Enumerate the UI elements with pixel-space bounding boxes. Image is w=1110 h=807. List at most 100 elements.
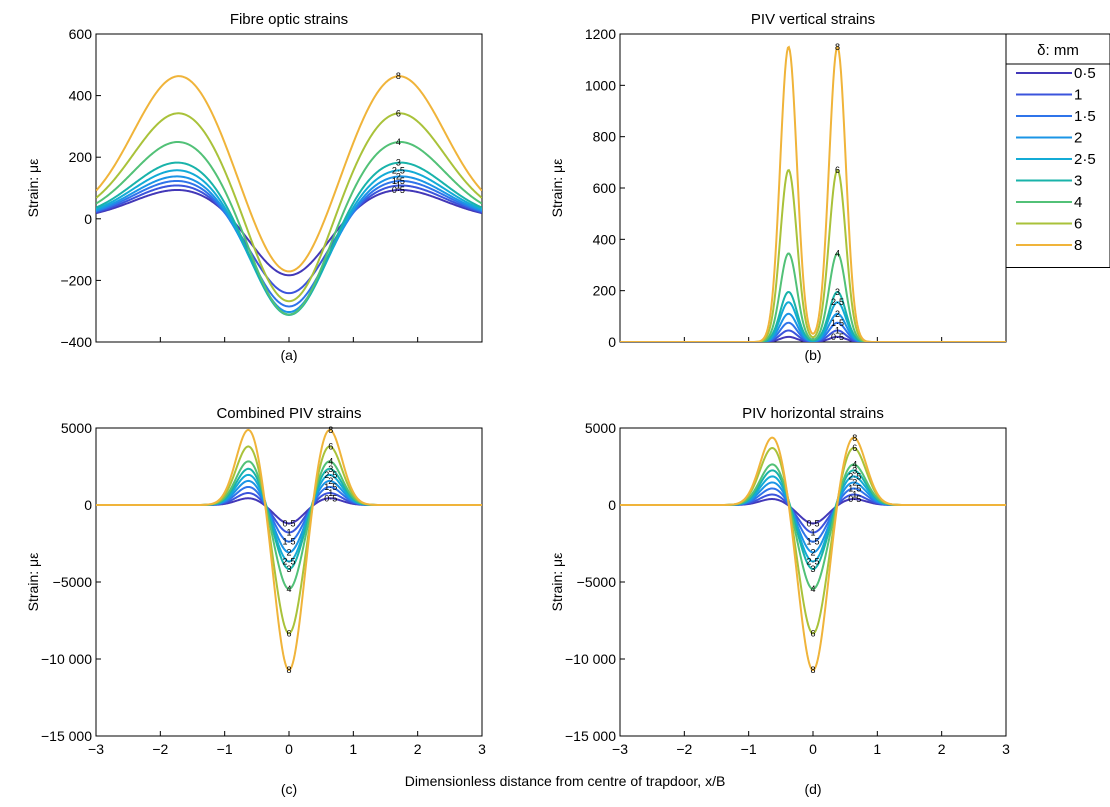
curve-label-peak: 6 xyxy=(328,442,333,452)
curve-label-trough: 8 xyxy=(286,665,291,675)
curve-label-peak: 1·5 xyxy=(831,318,844,328)
curve-label-peak: 2·5 xyxy=(324,470,337,480)
plot-frame xyxy=(95,33,483,343)
panel-letter: (b) xyxy=(804,347,821,363)
curve-label-peak: 2 xyxy=(396,172,401,182)
y-tick-label: 5000 xyxy=(585,420,616,436)
y-axis-label: Strain: με xyxy=(25,553,41,612)
panel-c: Combined PIV strains −15 000 −10 000 −5000 0… xyxy=(25,405,486,797)
curve-label-trough: 4 xyxy=(286,584,291,594)
curve-label-peak: 8 xyxy=(396,71,401,81)
curve-label-peak: 1 xyxy=(835,325,840,335)
series-line-8 xyxy=(96,75,482,273)
plot-frame xyxy=(619,33,1007,343)
curve-label-trough: 2·5 xyxy=(282,556,295,566)
curve-label-trough: 1 xyxy=(810,528,815,538)
y-tick-label: 400 xyxy=(593,231,617,247)
series-line-2·5 xyxy=(620,301,1006,342)
curve-label-peak: 6 xyxy=(835,165,840,175)
x-tick-label: 1 xyxy=(349,741,357,757)
legend-title: δ: mm xyxy=(1037,42,1079,59)
curve-label-peak: 2·5 xyxy=(848,472,861,482)
y-tick-label: 0 xyxy=(608,334,616,350)
curve-label-trough: 3 xyxy=(810,564,815,574)
curve-label-peak: 0·5 xyxy=(392,185,405,195)
x-tick-label: 1 xyxy=(873,741,881,757)
curve-label-peak: 3 xyxy=(835,287,840,297)
x-tick-label: −3 xyxy=(88,741,104,757)
y-tick-label: 1200 xyxy=(585,26,616,42)
x-tick-label: −1 xyxy=(741,741,757,757)
legend-entry-label: 2 xyxy=(1074,130,1082,147)
curve-label-trough: 1·5 xyxy=(806,537,819,547)
y-tick-label: 200 xyxy=(69,149,93,165)
panel-letter: (c) xyxy=(281,781,297,797)
x-tick-label: −3 xyxy=(612,741,628,757)
curve-label-peak: 1 xyxy=(396,181,401,191)
curve-label-trough: 6 xyxy=(810,628,815,638)
curve-label-trough: 8 xyxy=(810,665,815,675)
curve-label-trough: 2·5 xyxy=(806,557,819,567)
common-x-axis-label: Dimensionless distance from centre of tr… xyxy=(405,773,726,789)
series-line-6 xyxy=(620,168,1006,342)
curve-label-peak: 4 xyxy=(396,137,401,147)
x-tick-label: 0 xyxy=(285,741,293,757)
curve-label-peak: 3 xyxy=(852,466,857,476)
curve-label-peak: 0·5 xyxy=(831,332,844,342)
panel-title: PIV horizontal strains xyxy=(742,405,884,422)
plot-frame xyxy=(95,427,483,737)
y-tick-label: 1000 xyxy=(585,77,616,93)
curve-label-trough: 6 xyxy=(286,628,291,638)
y-tick-label: −5000 xyxy=(53,574,93,590)
y-axis-label: Strain: με xyxy=(549,553,565,612)
y-axis-label: Strain: με xyxy=(549,159,565,218)
curve-label-peak: 8 xyxy=(328,425,333,435)
panel-title: Combined PIV strains xyxy=(216,405,361,422)
curve-label-peak: 1 xyxy=(852,490,857,500)
panel-title: PIV vertical strains xyxy=(751,11,875,28)
curve-label-peak: 2·5 xyxy=(392,165,405,175)
plot-frame xyxy=(619,427,1007,737)
curve-label-peak: 1·5 xyxy=(324,482,337,492)
legend-entry-label: 2·5 xyxy=(1074,151,1096,168)
y-tick-label: 0 xyxy=(84,497,92,513)
x-tick-label: −1 xyxy=(217,741,233,757)
y-tick-label: −15 000 xyxy=(565,728,616,744)
curve-label-peak: 3 xyxy=(396,158,401,168)
y-tick-label: −400 xyxy=(60,334,92,350)
panel-letter: (a) xyxy=(280,347,297,363)
curve-label-trough: 4 xyxy=(810,584,815,594)
y-tick-label: 800 xyxy=(593,129,617,145)
panel-b: PIV vertical strains02004006008001000120… xyxy=(549,11,1007,363)
curve-label-peak: 8 xyxy=(852,433,857,443)
curve-label-trough: 3 xyxy=(286,564,291,574)
curve-label-peak: 6 xyxy=(852,443,857,453)
curve-label-peak: 0·5 xyxy=(324,493,337,503)
series-line-4 xyxy=(96,140,482,316)
curve-label-trough: 2 xyxy=(810,547,815,557)
curve-label-peak: 6 xyxy=(396,108,401,118)
y-tick-label: −10 000 xyxy=(565,651,616,667)
legend-entry-label: 6 xyxy=(1074,216,1082,233)
panel-d: PIV horizontal strains −15 000 −10 000 −500… xyxy=(549,405,1010,797)
curve-label-peak: 2·5 xyxy=(831,297,844,307)
y-tick-label: 600 xyxy=(69,26,93,42)
y-tick-label: 0 xyxy=(84,211,92,227)
curve-label-peak: 0·5 xyxy=(848,494,861,504)
curve-label-peak: 2 xyxy=(835,309,840,319)
x-tick-label: 0 xyxy=(809,741,817,757)
curve-label-trough: 0·5 xyxy=(282,518,295,528)
legend-entry-label: 8 xyxy=(1074,237,1082,254)
curve-label-peak: 1·5 xyxy=(848,484,861,494)
curve-label-peak: 3 xyxy=(328,464,333,474)
y-tick-label: 600 xyxy=(593,180,617,196)
legend-entry-label: 0·5 xyxy=(1074,65,1096,82)
series-line-8 xyxy=(96,428,482,672)
x-tick-label: −2 xyxy=(152,741,168,757)
series-line-3 xyxy=(620,290,1006,342)
x-tick-label: 2 xyxy=(938,741,946,757)
panel-a: Fibre optic strains −400 −200 0 200 400 600 Str… xyxy=(25,11,483,363)
legend-entry-label: 4 xyxy=(1074,194,1082,211)
series-line-0·5 xyxy=(96,188,482,277)
